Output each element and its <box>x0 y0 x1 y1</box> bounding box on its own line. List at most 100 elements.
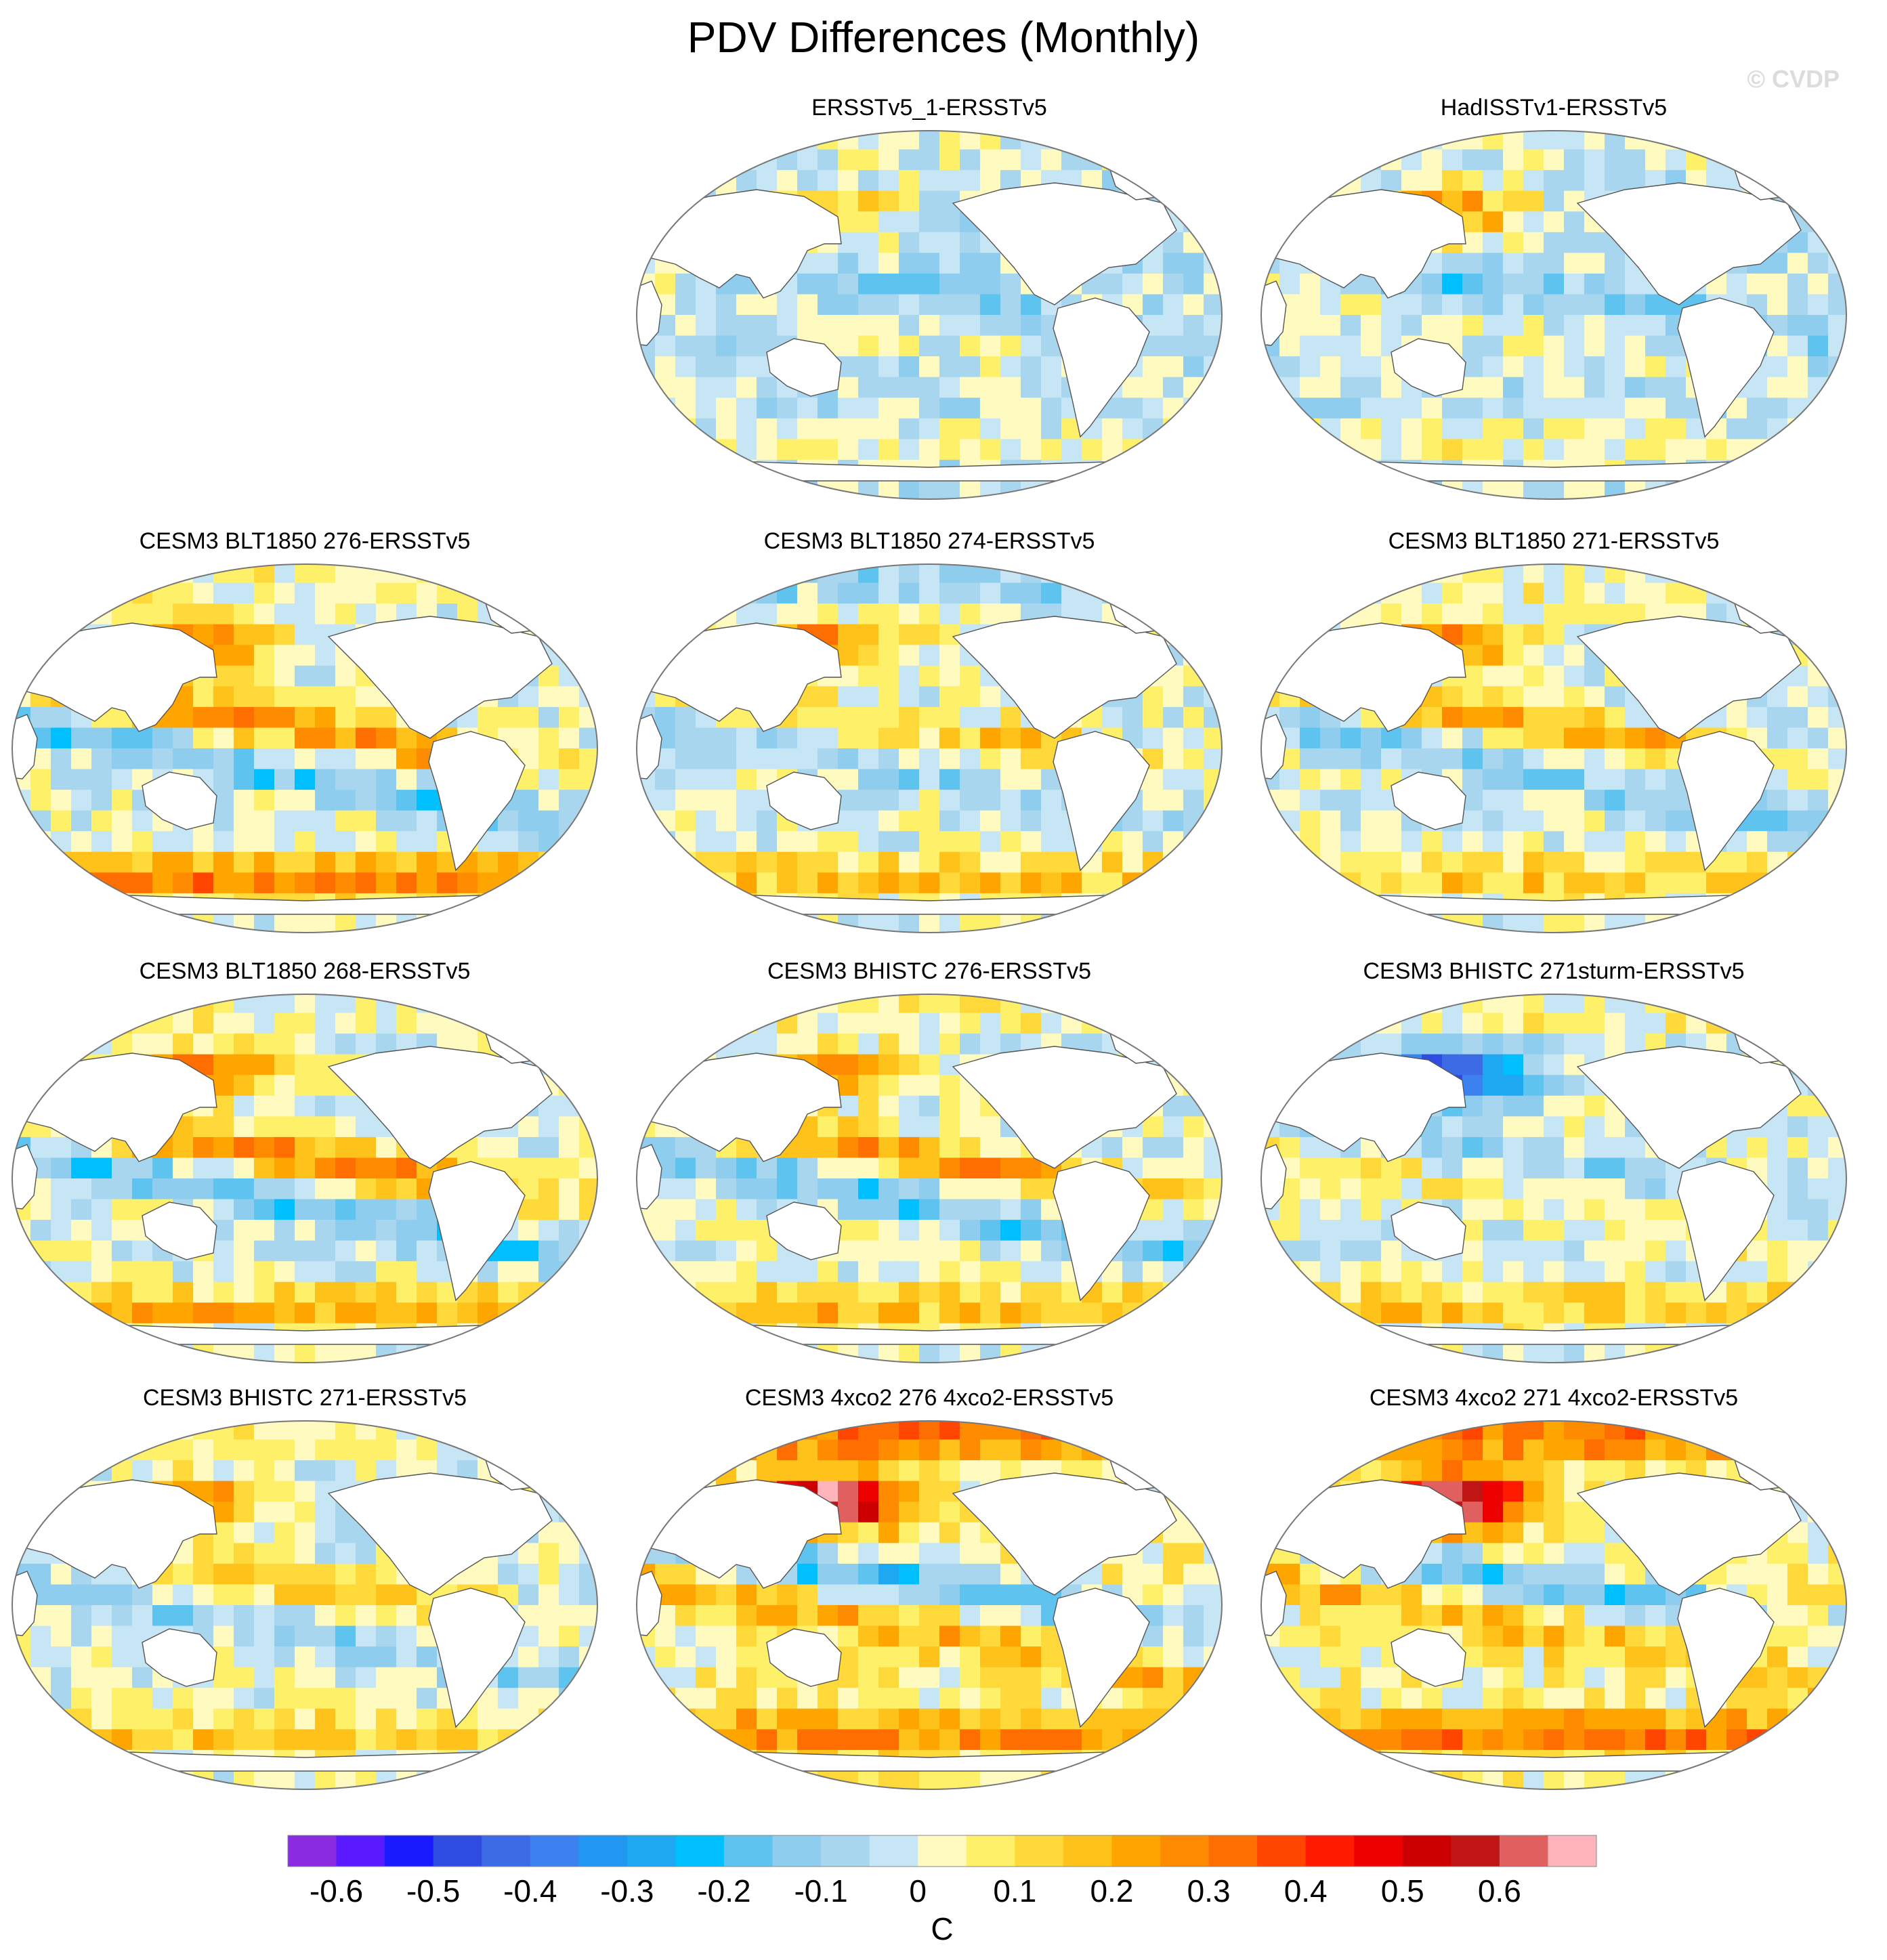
sst-cell <box>274 1034 295 1055</box>
sst-cell <box>1503 377 1524 398</box>
sst-cell <box>335 1136 356 1159</box>
sst-cell <box>1143 1240 1164 1262</box>
sst-cell <box>1000 1178 1021 1200</box>
sst-cell <box>274 1584 295 1606</box>
sst-cell <box>538 914 559 933</box>
sst-cell <box>1625 294 1646 316</box>
sst-cell <box>1422 1344 1443 1363</box>
sst-cell <box>980 294 1001 316</box>
sst-cell <box>457 914 478 933</box>
sst-cell <box>112 1344 133 1363</box>
sst-cell <box>1021 872 1042 894</box>
sst-cell <box>1828 603 1846 625</box>
sst-cell <box>1340 1344 1361 1363</box>
sst-cell <box>12 1667 31 1688</box>
sst-cell <box>637 1054 656 1075</box>
sst-cell <box>1828 1240 1846 1262</box>
sst-cell <box>1808 790 1829 811</box>
sst-cell <box>1163 1136 1184 1159</box>
sst-cell <box>437 1302 458 1324</box>
sst-cell <box>1503 706 1524 729</box>
sst-cell <box>295 727 316 749</box>
sst-cell <box>899 1460 920 1482</box>
sst-cell <box>254 1344 275 1363</box>
sst-cell <box>797 831 818 853</box>
sst-cell <box>295 790 316 811</box>
sst-cell <box>1544 1054 1565 1075</box>
sst-cell <box>457 1421 478 1441</box>
sst-cell <box>1122 1439 1143 1461</box>
sst-cell <box>878 1075 899 1096</box>
sst-cell <box>12 872 31 894</box>
sst-cell <box>51 1749 72 1772</box>
sst-cell <box>1787 480 1808 499</box>
sst-cell <box>939 398 960 419</box>
sst-cell <box>858 1013 879 1034</box>
map-panel: CESM3 BHISTC 276-ERSSTv5 <box>635 958 1224 1365</box>
sst-cell <box>1401 1302 1422 1324</box>
sst-cell <box>716 851 737 873</box>
sst-cell <box>878 603 899 625</box>
sst-cell <box>939 564 960 584</box>
sst-cell <box>797 1281 818 1303</box>
sst-cell <box>858 1281 879 1303</box>
sst-cell <box>1041 994 1062 1014</box>
sst-cell <box>757 480 778 499</box>
sst-cell <box>1747 377 1768 398</box>
sst-cell <box>1183 1460 1204 1482</box>
sst-cell <box>1163 851 1184 873</box>
sst-cell <box>655 418 676 440</box>
sst-cell <box>1143 603 1164 625</box>
sst-cell <box>1422 831 1443 853</box>
sst-cell <box>254 1240 275 1262</box>
sst-cell <box>1183 149 1204 171</box>
sst-cell <box>1503 273 1524 295</box>
sst-cell <box>675 1199 696 1220</box>
sst-cell <box>797 480 818 499</box>
sst-cell <box>919 914 940 933</box>
sst-cell <box>637 1075 656 1096</box>
sst-cell <box>675 706 696 729</box>
sst-cell <box>1381 1157 1402 1179</box>
sst-cell <box>919 335 940 357</box>
sst-cell <box>51 1178 72 1200</box>
sst-cell <box>655 706 676 729</box>
sst-cell <box>1828 831 1846 853</box>
sst-cell <box>1279 439 1300 461</box>
sst-cell <box>193 831 214 853</box>
sst-cell <box>1808 1178 1829 1200</box>
sst-cell <box>637 211 656 233</box>
sst-cell <box>376 851 397 873</box>
sst-cell <box>1706 439 1727 461</box>
sst-cell <box>559 831 580 853</box>
sst-cell <box>173 1178 194 1200</box>
sst-cell <box>858 1054 879 1075</box>
sst-cell <box>1021 377 1042 398</box>
sst-cell <box>152 1281 173 1303</box>
sst-cell <box>757 1013 778 1034</box>
sst-cell <box>919 398 940 419</box>
sst-cell <box>1523 1261 1544 1283</box>
sst-cell <box>1183 335 1204 357</box>
sst-cell <box>559 582 580 604</box>
sst-cell <box>1828 1261 1846 1283</box>
sst-cell <box>193 1116 214 1138</box>
sst-cell <box>878 1501 899 1523</box>
sst-cell <box>376 1646 397 1668</box>
sst-cell <box>1523 253 1544 274</box>
sst-cell <box>12 1261 31 1283</box>
sst-cell <box>1767 914 1788 933</box>
sst-cell <box>1204 1281 1222 1303</box>
sst-cell <box>818 149 839 171</box>
sst-cell <box>1422 131 1443 150</box>
sst-cell <box>1000 831 1021 853</box>
sst-cell <box>30 1480 51 1502</box>
sst-cell <box>838 872 859 894</box>
sst-cell <box>498 1013 519 1034</box>
sst-cell <box>838 1302 859 1324</box>
sst-cell <box>1320 914 1341 933</box>
sst-cell <box>1204 418 1222 440</box>
sst-cell <box>899 211 920 233</box>
sst-cell <box>295 1708 316 1730</box>
sst-cell <box>858 831 879 853</box>
